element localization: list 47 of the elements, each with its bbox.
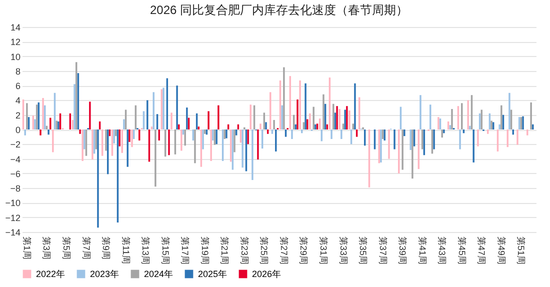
x-tick-label: 第45周 — [456, 236, 467, 265]
y-tick-label: −10 — [5, 198, 20, 208]
x-tick-label: 第33周 — [338, 236, 348, 265]
x-tick-label: 第21周 — [220, 236, 230, 265]
y-tick-label: 2 — [15, 110, 20, 120]
y-tick-label: −12 — [5, 212, 20, 223]
x-tick-label: 第5周 — [61, 236, 72, 260]
legend-label: 2025年 — [198, 269, 228, 279]
x-tick-label: 第31周 — [318, 236, 328, 265]
x-tick-label: 第11周 — [120, 236, 131, 264]
x-tick-label: 第13周 — [140, 236, 151, 265]
x-tick-label: 第3周 — [42, 236, 52, 260]
x-tick-label: 第27周 — [278, 236, 289, 265]
x-tick-label: 第51周 — [516, 236, 526, 265]
x-tick-label: 第15周 — [160, 236, 170, 265]
legend-label: 2023年 — [90, 269, 120, 279]
y-tick-label: 8 — [15, 66, 20, 76]
x-tick-label: 第29周 — [298, 236, 309, 265]
y-tick-label: −4 — [10, 154, 20, 164]
x-tick-label: 第37周 — [378, 236, 388, 265]
x-tick-label: 第39周 — [398, 236, 408, 265]
x-tick-label: 第9周 — [101, 236, 112, 260]
x-tick-label: 第1周 — [22, 236, 32, 260]
x-tick-label: 第41周 — [417, 236, 428, 265]
x-tick-label: 第17周 — [180, 236, 190, 265]
x-tick-label: 第43周 — [437, 236, 448, 265]
y-tick-label: 14 — [10, 22, 20, 32]
y-tick-label: 0 — [15, 125, 20, 135]
y-tick-label: −6 — [10, 168, 20, 179]
x-tick-label: 第23周 — [239, 236, 250, 265]
legend-label: 2022年 — [36, 269, 66, 279]
y-tick-label: −2 — [10, 140, 20, 150]
x-tick-label: 第49周 — [496, 236, 506, 265]
y-tick-label: 4 — [15, 96, 20, 106]
x-tick-label: 第47周 — [476, 236, 487, 265]
y-tick-label: −14 — [5, 228, 20, 238]
x-tick-label: 第7周 — [81, 236, 92, 260]
y-tick-label: −8 — [10, 184, 20, 194]
y-tick-label: 10 — [10, 52, 20, 62]
x-tick-label: 第35周 — [358, 236, 368, 265]
y-tick-label: 12 — [10, 37, 20, 48]
x-tick-label: 第25周 — [259, 236, 270, 265]
legend-label: 2026年 — [252, 269, 282, 279]
legend-label: 2024年 — [144, 269, 174, 279]
y-tick-label: 6 — [15, 81, 20, 92]
chart-title: 2026 同比复合肥厂内库存去化速度（春节周期） — [150, 3, 408, 17]
x-tick-label: 第19周 — [200, 236, 210, 265]
